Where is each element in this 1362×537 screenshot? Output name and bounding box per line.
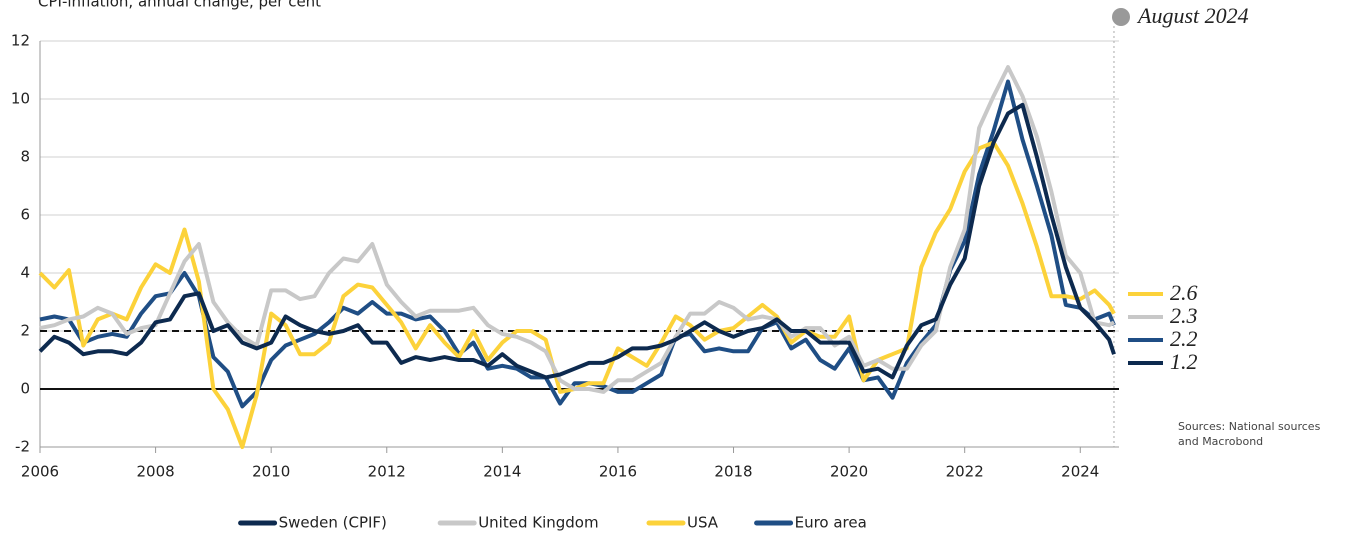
y-tick-label: 6: [20, 206, 30, 224]
y-tick-label: 0: [20, 380, 30, 398]
x-tick-label: 2006: [21, 463, 59, 481]
y-tick-label: 8: [20, 148, 30, 166]
y-tick-label: 12: [11, 32, 30, 50]
series-line: [38, 102, 1116, 380]
source: and Macrobond: [1178, 435, 1263, 448]
x-tick-label: 2008: [136, 463, 174, 481]
x-tick-label: 2010: [252, 463, 290, 481]
y-tick-label: 2: [20, 322, 30, 340]
y-tick-label: 4: [20, 264, 30, 282]
chart-title: CPI-inflation, annual change, per cent: [38, 0, 321, 11]
y-tick-label: -2: [15, 438, 30, 456]
end-label: 2.3: [1170, 303, 1198, 328]
series-line: [39, 79, 1116, 409]
x-tick-label: 2016: [599, 463, 637, 481]
series-line: [39, 65, 1116, 394]
end-label: 2.6: [1170, 280, 1198, 305]
x-tick-label: 2024: [1061, 463, 1099, 481]
end-label: 2.2: [1170, 326, 1198, 351]
legend-label: USA: [687, 514, 719, 532]
x-tick-label: 2012: [368, 463, 406, 481]
end-label: 1.2: [1170, 349, 1198, 374]
x-tick-label: 2014: [483, 463, 521, 481]
legend-label: Sweden (CPIF): [279, 514, 387, 532]
legend-label: Euro area: [795, 514, 867, 532]
legend-label: United Kingdom: [478, 514, 598, 532]
source: Sources: National sources: [1178, 420, 1321, 433]
annotation-dot: [1112, 8, 1130, 26]
x-tick-label: 2018: [714, 463, 752, 481]
x-tick-label: 2022: [946, 463, 984, 481]
series-line: [38, 140, 1116, 449]
annotation: August 2024: [1136, 3, 1249, 28]
x-tick-label: 2020: [830, 463, 868, 481]
y-tick-label: 10: [11, 90, 30, 108]
